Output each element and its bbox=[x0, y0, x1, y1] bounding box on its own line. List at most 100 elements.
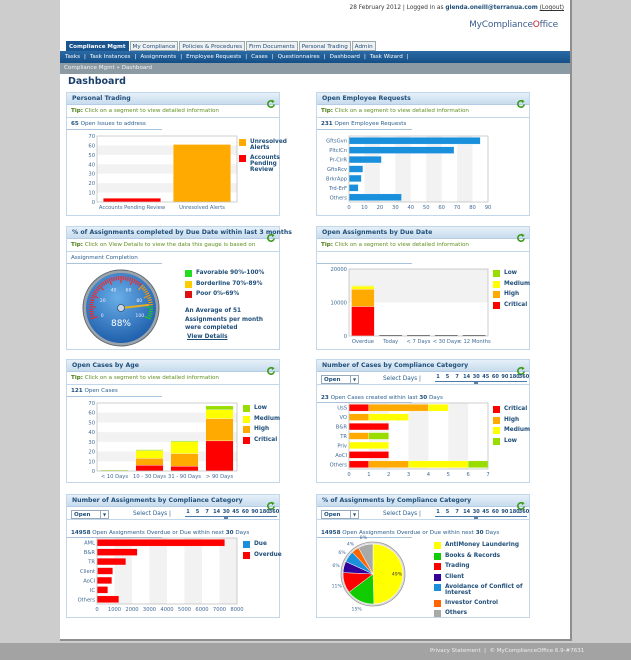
refresh-icon[interactable] bbox=[266, 228, 276, 242]
days-option-360[interactable]: 360 bbox=[518, 509, 530, 515]
bar-tr-high[interactable] bbox=[348, 432, 370, 440]
bar-tr-overdue[interactable] bbox=[96, 558, 127, 566]
days-slider[interactable]: 1 5 7 14 30 45 60 90 180 360 bbox=[435, 374, 530, 385]
chevron-down-icon[interactable]: ▼ bbox=[100, 511, 108, 518]
assignments-by-category-chart[interactable]: 0 1000 2000 3000 4000 5000 6000 7000 8000 AML B&R T… bbox=[67, 533, 281, 619]
nav-task-instances[interactable]: Task Instances bbox=[89, 54, 131, 60]
status-select[interactable]: Open ▼ bbox=[321, 510, 359, 519]
bar-ic-overdue[interactable] bbox=[96, 586, 109, 594]
privacy-link[interactable]: Privacy Statement bbox=[430, 648, 481, 654]
refresh-icon[interactable] bbox=[516, 94, 526, 108]
nav-assignments[interactable]: Assignments bbox=[140, 54, 177, 60]
days-option-180[interactable]: 180 bbox=[259, 509, 270, 515]
nav-tasks[interactable]: Tasks bbox=[65, 54, 80, 60]
days-option-14[interactable]: 14 bbox=[213, 509, 221, 515]
days-option-60[interactable]: 60 bbox=[491, 509, 499, 515]
days-slider[interactable]: 1 5 7 14 30 45 60 90 180 360 bbox=[435, 509, 530, 520]
bar-10-30-days-high[interactable] bbox=[135, 458, 164, 466]
bar-90-days-high[interactable] bbox=[205, 418, 234, 442]
days-option-180[interactable]: 180 bbox=[509, 509, 520, 515]
days-option-60[interactable]: 60 bbox=[491, 374, 499, 380]
bar-aml-overdue[interactable] bbox=[96, 539, 225, 547]
bar-pr-clrr-requests[interactable] bbox=[348, 156, 382, 164]
refresh-icon[interactable] bbox=[516, 496, 526, 510]
days-option-7[interactable]: 7 bbox=[455, 374, 459, 380]
assignments-due-date-chart[interactable]: 0 10000 20000 Overdue Today < 7 Days < 30 Days… bbox=[317, 265, 531, 351]
bar-10-30-days-low[interactable] bbox=[135, 449, 164, 451]
bar-overdue-critical[interactable] bbox=[351, 306, 375, 337]
category-pie-chart[interactable]: 49%15%11%6%6%4%8% bbox=[317, 533, 531, 619]
days-option-360[interactable]: 360 bbox=[518, 374, 530, 380]
nav-questionnaires[interactable]: Questionnaires bbox=[277, 54, 320, 60]
view-details-link[interactable]: View Details bbox=[187, 334, 228, 340]
days-option-30[interactable]: 30 bbox=[472, 509, 480, 515]
bar-31-90-days-high[interactable] bbox=[170, 453, 199, 467]
bar-31-90-days-critical[interactable] bbox=[170, 465, 199, 472]
days-slider[interactable]: 1 5 7 14 30 45 60 90 180 360 bbox=[185, 509, 280, 520]
bar-90-days-critical[interactable] bbox=[205, 440, 234, 472]
bar-accounts-pending-review-accounts-pending-review[interactable] bbox=[103, 198, 161, 203]
days-option-30[interactable]: 30 bbox=[472, 374, 480, 380]
bar-vo-high[interactable] bbox=[348, 413, 370, 421]
bar-10-30-days-medium[interactable] bbox=[135, 450, 164, 459]
pie-slice-others[interactable] bbox=[358, 543, 374, 575]
bar-trd-erf-requests[interactable] bbox=[348, 184, 359, 192]
slider-track[interactable] bbox=[435, 381, 527, 382]
chevron-down-icon[interactable]: ▼ bbox=[350, 376, 358, 383]
slider-track[interactable] bbox=[435, 516, 527, 517]
refresh-icon[interactable] bbox=[516, 361, 526, 375]
days-option-45[interactable]: 45 bbox=[232, 509, 240, 515]
refresh-icon[interactable] bbox=[266, 94, 276, 108]
chevron-down-icon[interactable]: ▼ bbox=[350, 511, 358, 518]
days-option-90[interactable]: 90 bbox=[251, 509, 259, 515]
days-option-1[interactable]: 1 bbox=[186, 509, 190, 515]
days-option-180[interactable]: 180 bbox=[509, 374, 520, 380]
bar-90-days-low[interactable] bbox=[205, 405, 234, 410]
slider-thumb[interactable] bbox=[474, 517, 479, 520]
bar-b-r-overdue[interactable] bbox=[96, 548, 138, 556]
bar-10-30-days-critical[interactable] bbox=[135, 465, 164, 472]
slider-track[interactable] bbox=[185, 516, 277, 517]
bar-others-overdue[interactable] bbox=[96, 595, 120, 603]
refresh-icon[interactable] bbox=[266, 361, 276, 375]
bar-vo-medium[interactable] bbox=[368, 413, 409, 421]
tab-policies-procedures[interactable]: Policies & Procedures bbox=[179, 41, 245, 51]
nav-dashboard[interactable]: Dashboard bbox=[329, 54, 360, 60]
bar-90-days-medium[interactable] bbox=[205, 409, 234, 419]
slider-thumb[interactable] bbox=[474, 382, 479, 385]
bar-gftsrcv-requests[interactable] bbox=[348, 165, 364, 173]
tab-admin[interactable]: Admin bbox=[351, 41, 376, 51]
days-option-90[interactable]: 90 bbox=[501, 509, 509, 515]
nav-employee-requests[interactable]: Employee Requests bbox=[186, 54, 242, 60]
slider-thumb[interactable] bbox=[224, 517, 229, 520]
bar-brkrapp-requests[interactable] bbox=[348, 174, 362, 182]
bar-overdue-low[interactable] bbox=[351, 285, 375, 287]
refresh-icon[interactable] bbox=[266, 496, 276, 510]
logout-link[interactable]: (Logout) bbox=[539, 5, 564, 11]
tab-compliance-mgmt[interactable]: Compliance Mgmt bbox=[66, 41, 129, 51]
bar-pltclcn-requests[interactable] bbox=[348, 146, 455, 154]
days-option-360[interactable]: 360 bbox=[268, 509, 280, 515]
days-option-60[interactable]: 60 bbox=[241, 509, 249, 515]
bar-others-low[interactable] bbox=[467, 460, 489, 468]
employee-requests-chart[interactable]: 0 10 20 30 40 50 60 70 80 90 GftsGvn PltclCn Pr-ClrR… bbox=[317, 131, 531, 217]
status-select[interactable]: Open ▼ bbox=[71, 510, 109, 519]
nav-cases[interactable]: Cases bbox=[251, 54, 268, 60]
days-option-45[interactable]: 45 bbox=[482, 374, 490, 380]
nav-task-wizard[interactable]: Task Wizard bbox=[369, 54, 403, 60]
bar-others-critical[interactable] bbox=[348, 460, 370, 468]
bar-tr-low[interactable] bbox=[368, 432, 389, 440]
days-option-7[interactable]: 7 bbox=[455, 509, 459, 515]
bar-aoci-overdue[interactable] bbox=[96, 576, 113, 584]
bar-aoci-critical[interactable] bbox=[348, 451, 389, 459]
days-option-45[interactable]: 45 bbox=[482, 509, 490, 515]
cases-by-age-chart[interactable]: 0 10 20 30 40 50 60 70 < 10 Days 10 - 30 Days 31 -… bbox=[67, 398, 281, 484]
status-select[interactable]: Open ▼ bbox=[321, 375, 359, 384]
days-option-5[interactable]: 5 bbox=[195, 509, 200, 515]
bar-b-r-critical[interactable] bbox=[348, 423, 389, 431]
tab-my-compliance[interactable]: My Compliance bbox=[129, 41, 179, 51]
tab-firm-documents[interactable]: Firm Documents bbox=[246, 41, 298, 51]
days-option-5[interactable]: 5 bbox=[445, 509, 450, 515]
bar-unresolved-alerts-unresolved-alerts[interactable] bbox=[173, 144, 231, 203]
